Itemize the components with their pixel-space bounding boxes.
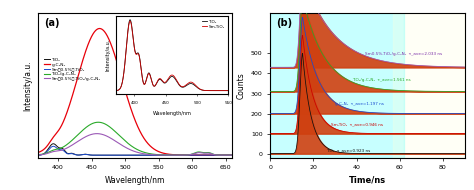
Text: TiO₂/g-C₃N₄  τ_ave=1.561 ns: TiO₂/g-C₃N₄ τ_ave=1.561 ns <box>352 78 411 82</box>
Legend: TiO₂, g-C₃N₄, Sm（0.5%）-TiO₂, TiO₂/g-C₃N₄, Sm（0.5%）-TiO₂/g-C₃N₄: TiO₂, g-C₃N₄, Sm（0.5%）-TiO₂, TiO₂/g-C₃N₄… <box>42 56 102 83</box>
Bar <box>393 13 465 158</box>
X-axis label: Wavelength/nm: Wavelength/nm <box>105 176 165 185</box>
Text: Sm-TiO₂  τ_ave=0.946 ns: Sm-TiO₂ τ_ave=0.946 ns <box>331 123 383 127</box>
Text: (a): (a) <box>44 18 59 28</box>
Text: g-C₃N₄  τ_ave=1.197 ns: g-C₃N₄ τ_ave=1.197 ns <box>335 102 384 106</box>
Bar <box>270 13 404 158</box>
Y-axis label: Intensity/a.u.: Intensity/a.u. <box>23 60 32 111</box>
Text: (b): (b) <box>276 18 292 28</box>
X-axis label: Time/ns: Time/ns <box>349 176 386 185</box>
Y-axis label: Counts: Counts <box>236 72 245 99</box>
Text: Sm0.5%-TiO₂/g-C₃N₄  τ_ave=2.033 ns: Sm0.5%-TiO₂/g-C₃N₄ τ_ave=2.033 ns <box>365 52 442 56</box>
Text: TiO₂  τ_ave=0.923 ns: TiO₂ τ_ave=0.923 ns <box>326 148 371 152</box>
